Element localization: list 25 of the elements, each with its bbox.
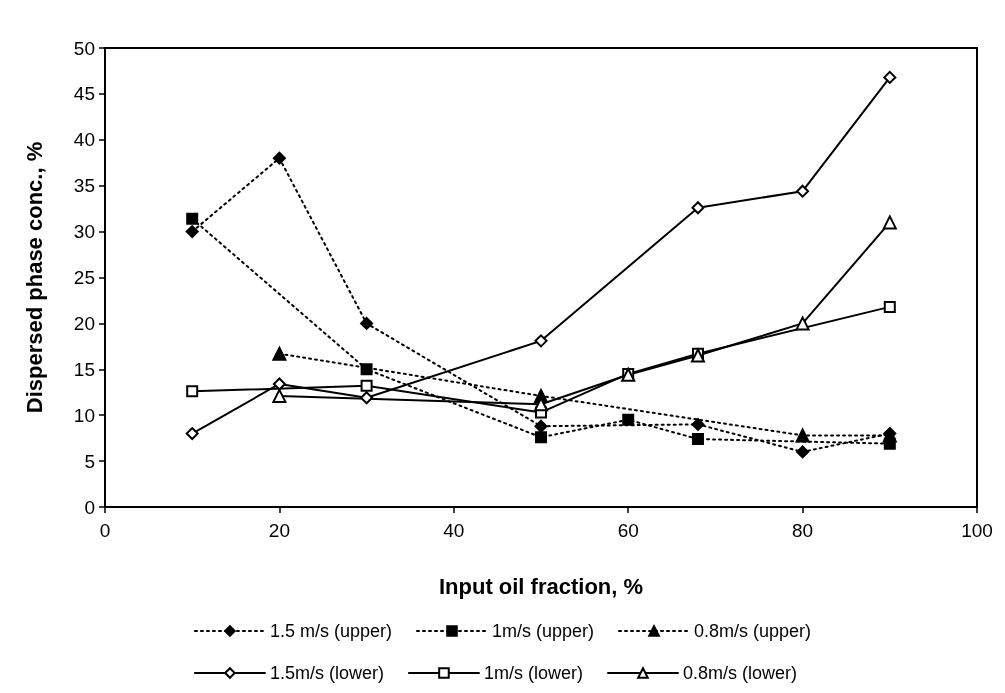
y-tick-label: 15 (73, 358, 95, 380)
y-axis-title: Dispersed phase conc., % (21, 141, 47, 414)
legend-label: 1m/s (upper) (491, 621, 595, 641)
legend-label: 1.5 m/s (upper) (269, 621, 392, 641)
x-tick-label: 0 (99, 520, 111, 541)
x-tick-label: 20 (268, 520, 290, 541)
legend-label: 0.8m/s (lower) (682, 663, 797, 683)
x-tick-label: 60 (617, 520, 639, 541)
legend-label: 1.5m/s (lower) (269, 663, 384, 683)
y-tick-label: 25 (73, 267, 95, 288)
y-tick-label: 40 (73, 129, 95, 151)
legend-label: 1m/s (lower) (483, 663, 583, 683)
y-tick-label: 50 (73, 37, 95, 59)
y-tick-label: 35 (73, 175, 95, 197)
y-tick-label: 30 (73, 221, 95, 243)
x-tick-label: 40 (443, 520, 465, 541)
y-tick-label: 0 (84, 496, 95, 518)
y-tick-label: 10 (73, 404, 95, 426)
x-tick-label: 100 (961, 520, 993, 541)
y-tick-label: 5 (84, 450, 95, 472)
x-tick-label: 80 (792, 520, 814, 541)
legend-label: 0.8m/s (upper) (694, 621, 812, 641)
y-tick-label: 45 (73, 83, 95, 105)
y-tick-label: 20 (73, 312, 95, 334)
x-axis-title: Input oil fraction, % (438, 573, 644, 599)
